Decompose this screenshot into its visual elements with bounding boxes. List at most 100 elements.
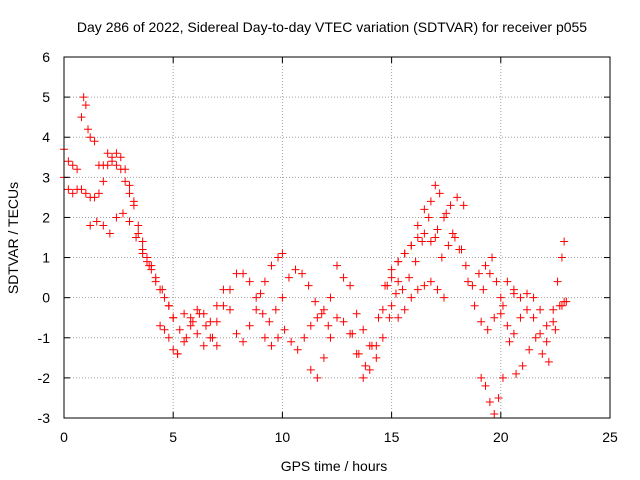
data-point — [199, 341, 208, 350]
data-point — [354, 349, 363, 358]
data-point — [400, 305, 409, 314]
data-point — [400, 249, 409, 258]
data-point — [529, 313, 538, 322]
data-point — [378, 305, 387, 314]
data-point — [387, 301, 396, 310]
data-point — [523, 305, 532, 314]
data-point — [142, 257, 151, 266]
data-point — [426, 197, 435, 206]
data-point — [258, 309, 267, 318]
data-point — [440, 293, 449, 302]
data-point — [274, 253, 283, 262]
data-point — [433, 285, 442, 294]
data-point — [151, 277, 160, 286]
data-point — [481, 261, 490, 270]
data-point — [225, 305, 234, 314]
data-point — [518, 361, 527, 370]
data-point — [407, 293, 416, 302]
data-point — [560, 237, 569, 246]
data-point — [103, 149, 112, 158]
data-point — [420, 281, 429, 290]
data-point — [413, 221, 422, 230]
data-point — [551, 325, 560, 334]
data-point — [160, 293, 169, 302]
data-point — [431, 233, 440, 242]
data-point — [435, 189, 444, 198]
series-track-a — [60, 93, 182, 358]
data-point — [280, 325, 289, 334]
data-point — [470, 301, 479, 310]
data-point — [516, 293, 525, 302]
data-point — [319, 353, 328, 362]
data-point — [446, 201, 455, 210]
data-point — [339, 317, 348, 326]
data-point — [485, 397, 494, 406]
data-point — [477, 373, 486, 382]
data-point — [485, 269, 494, 278]
data-point — [361, 361, 370, 370]
y-tick-label: -3 — [38, 410, 51, 426]
data-point — [440, 213, 449, 222]
data-point — [86, 221, 95, 230]
y-tick-label: 5 — [42, 89, 50, 105]
data-point — [542, 321, 551, 330]
series-track-i — [394, 181, 497, 290]
data-point — [457, 245, 466, 254]
data-point — [212, 317, 221, 326]
data-point — [494, 393, 503, 402]
data-point — [317, 309, 326, 318]
data-point — [516, 313, 525, 322]
data-point — [138, 237, 147, 246]
y-axis-label: SDTVAR / TECUs — [5, 182, 21, 294]
data-point — [134, 229, 143, 238]
data-point — [180, 337, 189, 346]
x-tick-label: 15 — [384, 429, 400, 445]
y-tick-label: 2 — [42, 209, 50, 225]
data-point — [525, 345, 534, 354]
y-tick-label: 0 — [42, 290, 50, 306]
series-track-j — [398, 213, 518, 334]
data-point — [164, 333, 173, 342]
data-point — [490, 409, 499, 418]
data-point — [326, 293, 335, 302]
data-point — [225, 285, 234, 294]
data-point — [359, 325, 368, 334]
y-tick-label: 1 — [42, 250, 50, 266]
data-point — [324, 321, 333, 330]
data-point — [79, 93, 88, 102]
data-point — [99, 177, 108, 186]
data-point — [490, 313, 499, 322]
data-point — [94, 189, 103, 198]
data-point — [300, 333, 309, 342]
data-point — [498, 373, 507, 382]
data-point — [306, 321, 315, 330]
x-tick-label: 5 — [169, 429, 177, 445]
series-track-n — [509, 237, 569, 330]
data-point — [180, 309, 189, 318]
data-point — [64, 157, 73, 166]
data-point — [90, 137, 99, 146]
data-point — [359, 373, 368, 382]
data-point — [413, 285, 422, 294]
data-point — [560, 297, 569, 306]
data-point — [90, 193, 99, 202]
data-point — [134, 221, 143, 230]
data-point — [352, 309, 361, 318]
data-point — [245, 321, 254, 330]
data-point — [156, 285, 165, 294]
series-track-o — [496, 297, 569, 346]
data-point — [367, 341, 376, 350]
data-point — [186, 313, 195, 322]
data-point — [173, 349, 182, 358]
x-tick-label: 10 — [275, 429, 291, 445]
data-point — [407, 241, 416, 250]
data-point — [372, 353, 381, 362]
data-point — [239, 269, 248, 278]
data-point — [461, 261, 470, 270]
data-point — [413, 233, 422, 242]
data-point — [108, 157, 117, 166]
data-point — [387, 273, 396, 282]
data-point — [378, 333, 387, 342]
data-point — [385, 313, 394, 322]
data-point — [339, 273, 348, 282]
